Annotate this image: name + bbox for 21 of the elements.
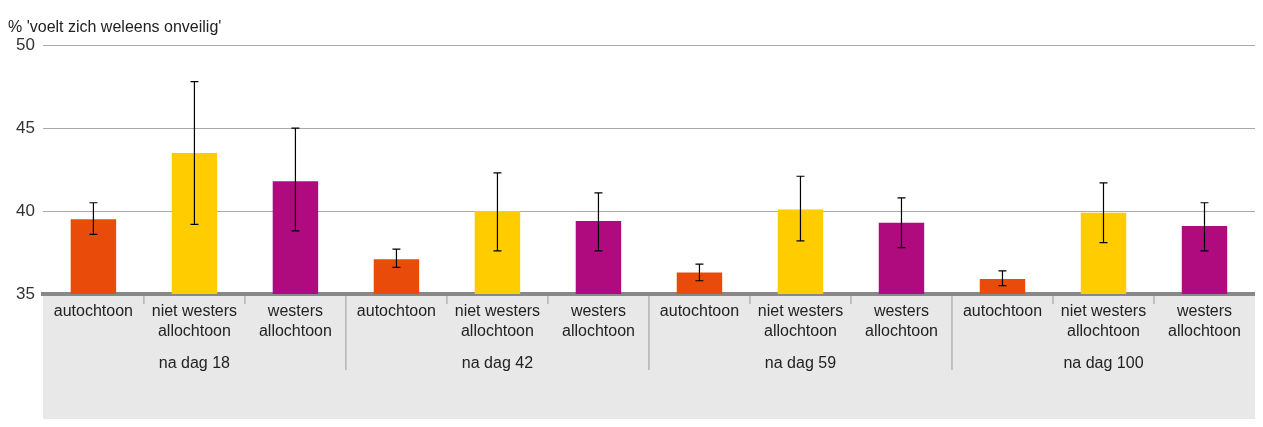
x-tick-label: na dag 59 [764,354,837,372]
series-label: autochtoon [659,302,740,320]
y-tick-label: 45 [15,117,35,137]
y-tick-label: 40 [15,200,35,220]
y-tick-label: 50 [15,34,35,54]
x-tick-label: na dag 18 [158,354,231,372]
text: autochtoon [962,302,1043,320]
series-label: westers allochtoon [258,302,332,340]
text: westers allochtoon [865,302,938,340]
x-tick-label: na dag 100 [1063,354,1144,372]
y-axis-title: % 'voelt zich weleens onveilig' [8,18,222,36]
series-label: niet westers allochtoon [757,302,844,340]
text: westers allochtoon [561,302,635,340]
text: autochtoon [356,302,437,320]
text: westers allochtoon [1168,302,1241,340]
x-tick-label: na dag 42 [461,354,534,372]
text: autochtoon [53,302,134,320]
text: niet westers allochtoon [1060,302,1147,340]
y-tick-label: 35 [15,283,35,303]
text: niet westers allochtoon [454,302,541,340]
text: niet westers allochtoon [151,302,238,340]
